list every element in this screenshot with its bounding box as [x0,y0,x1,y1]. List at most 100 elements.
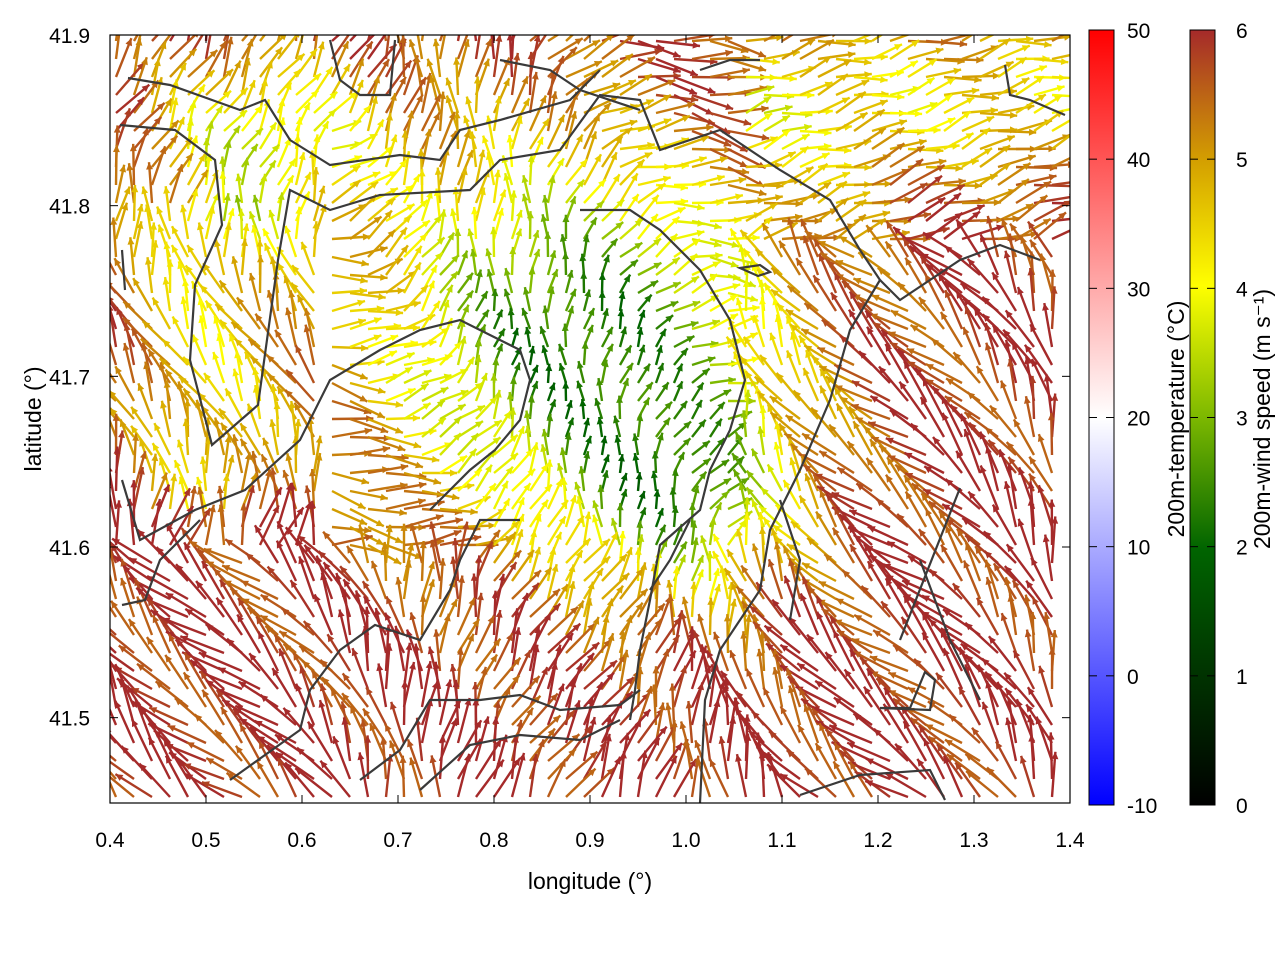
wind-arrow-head [539,95,547,104]
wind-arrow [384,35,391,60]
wind-arrow-head [257,255,264,263]
wind-arrow-head [476,269,483,278]
wind-arrow-head [570,606,578,615]
wind-arrow-head [833,630,840,639]
wind-arrow-head [772,599,780,608]
wind-arrow-head [847,742,856,749]
wind-arrow-head [667,594,674,602]
wind-arrow-head [560,477,568,486]
wind-arrow-head [889,410,898,418]
colorbar-tick-label: 5 [1236,149,1248,172]
wind-arrow-head [407,388,416,395]
wind-arrow-head [152,443,160,452]
wind-arrow-head [602,539,610,547]
wind-arrow-head [354,590,362,599]
wind-arrow-head [266,290,274,298]
wind-arrow-head [942,412,949,421]
wind-arrow-head [516,210,523,218]
wind-arrow-head [206,561,215,568]
wind-arrow-head [1037,485,1045,494]
wind-arrow-head [864,164,872,171]
wind-arrow [582,716,596,762]
wind-arrow-head [436,237,445,245]
wind-arrow [815,719,855,745]
wind-arrow-head [478,16,485,24]
wind-arrow [902,592,945,619]
wind-arrow-head [634,242,643,250]
wind-arrow-head [84,734,92,741]
wind-arrow-head [733,469,741,478]
wind-arrow-head [1038,65,1047,72]
wind-arrow [294,35,305,60]
wind-arrow-head [720,670,728,679]
wind-arrow-head [513,52,521,61]
wind-arrow-head [733,697,740,706]
wind-arrow-head [394,427,403,434]
wind-arrow-head [474,382,483,390]
wind-arrow-head [450,469,458,477]
wind-arrow-head [521,193,529,202]
wind-arrow-head [713,699,721,708]
wind-arrow-head [331,688,338,697]
wind-arrow-head [896,127,905,135]
wind-arrow-head [403,215,412,224]
wind-arrow-head [168,633,176,642]
wind-arrow-head [582,538,591,547]
wind-arrow-head [548,382,556,391]
wind-arrow-head [672,635,680,643]
wind-arrow-head [303,191,310,200]
wind-arrow [402,680,407,726]
wind-arrow [939,267,981,295]
wind-arrow-head [599,741,607,750]
wind-arrow-head [578,466,586,474]
wind-arrow-head [250,473,257,482]
wind-arrow-head [895,581,903,590]
wind-arrow-head [434,167,442,175]
boundary-contour [580,208,747,721]
wind-arrow-head [568,748,576,757]
wind-arrow-head [1042,534,1050,543]
wind-arrow [282,707,315,744]
boundary-contour [499,58,641,112]
wind-arrow-head [811,407,819,416]
wind-arrow-head [840,335,848,344]
wind-arrow-head [1078,75,1085,82]
wind-arrow-head [757,391,766,400]
wind-arrow-head [234,195,242,203]
wind-arrow-head [532,676,540,684]
y-axis-ticks: 41.541.641.741.841.9 [49,25,1070,731]
wind-arrow-head [839,750,848,758]
wind-arrow-head [1010,223,1018,232]
wind-arrow-head [136,204,144,212]
wind-arrow-head [879,99,888,107]
wind-arrow-head [433,478,441,485]
wind-arrow-head [423,370,432,377]
wind-arrow [110,299,118,312]
wind-arrow-head [229,333,236,342]
wind-arrow-head [177,381,184,390]
wind-arrow-head [242,157,250,166]
wind-arrow-head [996,741,1003,750]
wind-arrow [114,500,121,546]
wind-arrow-head [406,352,415,359]
wind-arrow-head [357,318,366,326]
wind-arrow-head [119,164,127,173]
wind-arrow-head [159,358,168,366]
wind-arrow-head [967,258,976,267]
wind-arrow-head [282,470,290,478]
wind-arrow-head [709,517,717,525]
wind-arrow-head [115,500,122,508]
colorbar-tick-label: 0 [1236,795,1248,818]
wind-arrow-head [858,252,867,260]
wind-arrow-head [964,412,973,420]
wind-arrow-head [697,614,704,622]
wind-arrow-head [422,403,431,410]
wind-arrow [201,560,226,600]
wind-arrow-head [818,253,826,262]
wind-arrow-head [269,419,277,428]
wind-arrow-head [218,667,227,674]
wind-arrow-head [551,269,558,278]
wind-arrow-head [715,252,723,259]
wind-arrow-head [786,750,795,758]
